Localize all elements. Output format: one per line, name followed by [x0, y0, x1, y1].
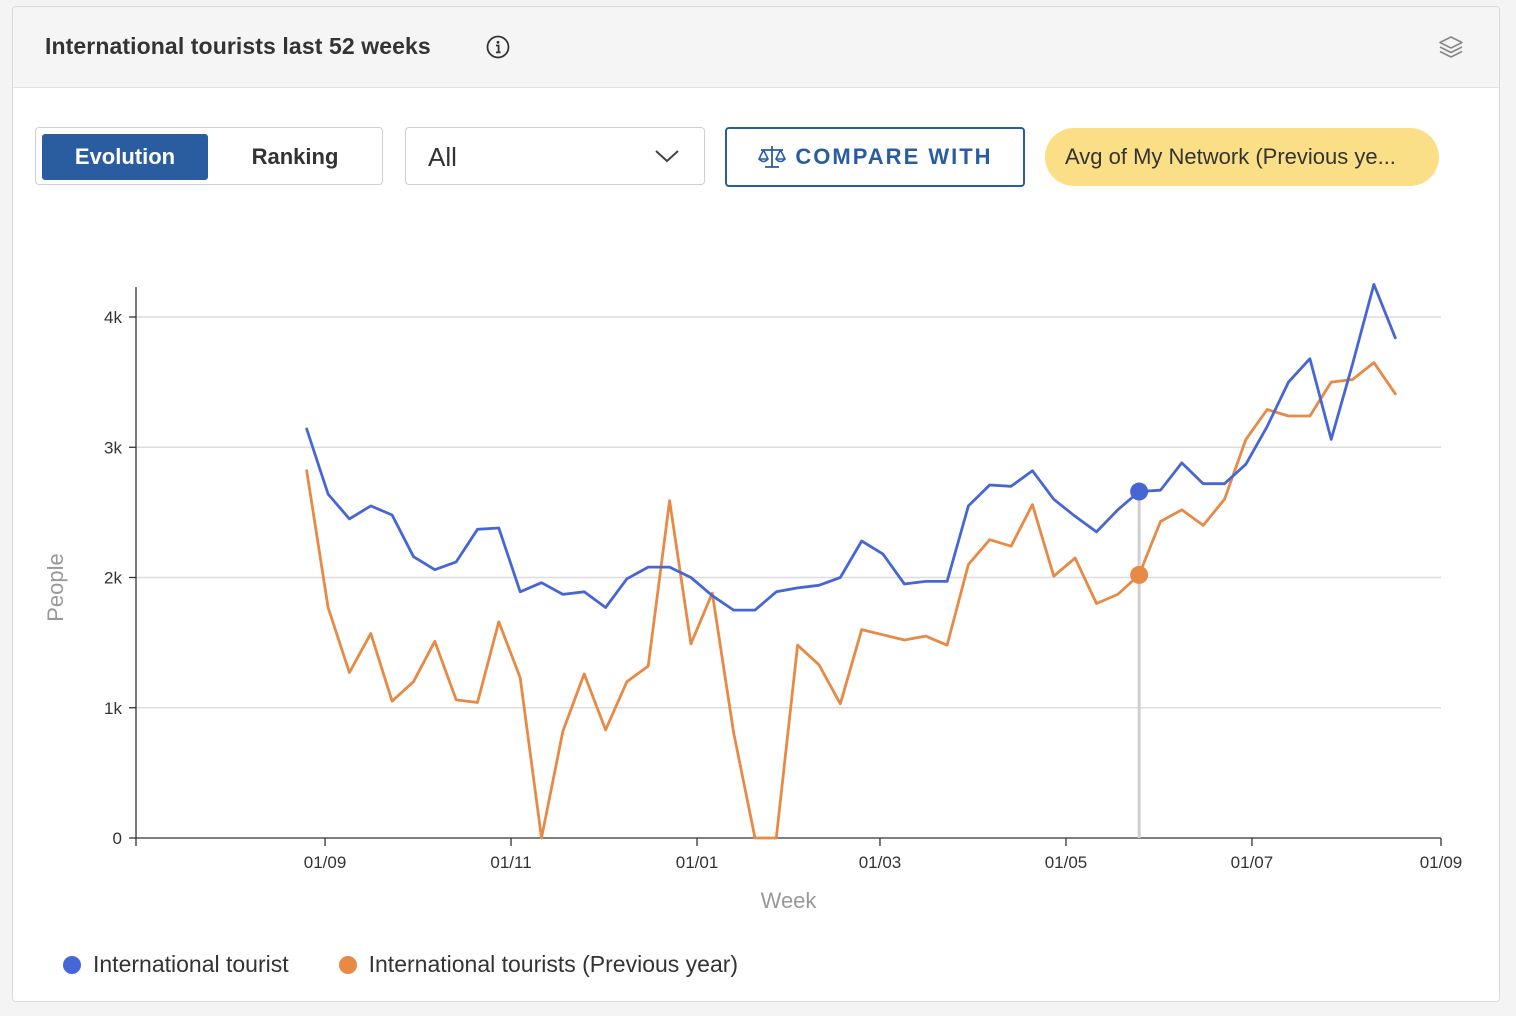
highlight-point-current [1130, 482, 1149, 501]
line-chart: 0 1k 2k 3k 4k 01/09 01/11 01/01 01/03 01/05 01/07 0… [43, 282, 1463, 913]
legend: International tourist International tour… [63, 951, 788, 978]
x-tick-label: 01/03 [859, 853, 902, 872]
filter-select[interactable]: All [405, 127, 705, 185]
info-icon[interactable] [486, 35, 510, 59]
y-tick-label: 4k [104, 308, 122, 327]
layers-icon[interactable] [1437, 33, 1465, 61]
x-tick-label: 01/09 [304, 853, 347, 872]
tab-evolution[interactable]: Evolution [42, 134, 208, 180]
y-tick-label: 0 [113, 829, 122, 848]
tab-ranking[interactable]: Ranking [251, 144, 339, 169]
chevron-down-icon [655, 150, 679, 163]
x-tick-label: 01/01 [676, 853, 719, 872]
series-line-current [305, 282, 1397, 612]
y-tick-label: 3k [104, 438, 122, 457]
view-toggle: Evolution Ranking [35, 127, 383, 185]
y-axis-label: People [43, 553, 68, 622]
y-tick-label: 2k [104, 569, 122, 588]
legend-item-previous[interactable]: International tourists (Previous year) [338, 951, 739, 978]
legend-label-previous: International tourists (Previous year) [368, 951, 739, 977]
highlight-point-previous [1130, 565, 1149, 584]
x-tick-label: 01/11 [490, 853, 531, 872]
x-tick-label: 01/05 [1045, 853, 1088, 872]
legend-label-current: International tourist [93, 951, 289, 977]
x-tick-label: 01/07 [1231, 853, 1274, 872]
legend-dot-current [63, 955, 81, 974]
y-tick-label: 1k [104, 699, 122, 718]
series-line-previous [305, 361, 1397, 840]
legend-item-current[interactable]: International tourist [63, 951, 289, 978]
x-tick-label: 01/09 [1420, 853, 1463, 872]
filter-select-value: All [428, 142, 457, 172]
chart-card: International tourists last 52 weeks Evo… [12, 6, 1500, 1002]
card-title: International tourists last 52 weeks [45, 33, 431, 59]
card-header: International tourists last 52 weeks [13, 7, 1499, 88]
x-axis-label: Week [761, 888, 818, 913]
compare-with-label: COMPARE WITH [795, 144, 993, 169]
balance-scale-icon [758, 146, 787, 168]
compare-with-button[interactable]: COMPARE WITH [725, 127, 1025, 187]
legend-dot-previous [338, 955, 357, 974]
compare-pill[interactable]: Avg of My Network (Previous ye... [1045, 128, 1439, 186]
